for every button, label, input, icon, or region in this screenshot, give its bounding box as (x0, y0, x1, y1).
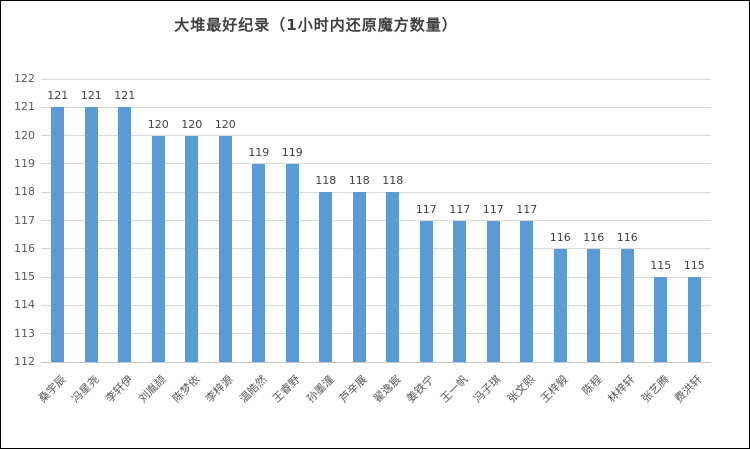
bar-value-label: 116 (583, 230, 605, 244)
bar (185, 135, 199, 362)
x-axis-category-label: 陈梦依 (169, 372, 203, 406)
bar (84, 107, 98, 362)
y-axis-tick-label: 116 (14, 241, 35, 255)
x-axis-category-label: 孙墨潼 (303, 372, 337, 406)
bar-value-label: 117 (482, 202, 504, 216)
bar-value-label: 116 (616, 230, 638, 244)
bar (520, 220, 534, 362)
bar (553, 248, 567, 362)
bar (386, 192, 400, 362)
x-axis-category-label: 冯星尧 (69, 372, 102, 406)
bar-value-label: 117 (449, 202, 471, 216)
x-axis-category-label: 陈程 (579, 372, 605, 398)
bar (453, 220, 467, 362)
bar (252, 163, 266, 362)
bar-value-label: 121 (80, 89, 102, 103)
y-axis-tick-label: 119 (14, 156, 35, 170)
x-axis-category-label: 翟逸宸 (370, 372, 404, 406)
bar (419, 220, 433, 362)
y-axis-tick-label: 114 (14, 298, 35, 312)
y-axis-tick-label: 118 (14, 185, 35, 199)
x-axis-category-label: 冯子琪 (471, 372, 504, 406)
bar-value-label: 116 (549, 230, 571, 244)
gridline (41, 248, 711, 250)
bar-value-label: 118 (348, 174, 370, 188)
x-axis-category-label: 张艺腾 (638, 372, 672, 406)
bar (486, 220, 500, 362)
x-axis-line (41, 361, 711, 363)
x-axis-category-label: 王一帆 (437, 372, 471, 406)
bar (285, 163, 299, 362)
bar (687, 277, 701, 362)
x-axis-category-label: 李轩伊 (102, 372, 136, 406)
bar-value-label: 121 (114, 89, 136, 103)
bar-value-label: 117 (516, 202, 538, 216)
gridline (41, 135, 711, 137)
x-axis-category-label: 张文熙 (504, 372, 538, 406)
x-axis-category-label: 桑宇辰 (35, 372, 69, 406)
x-axis-category-label: 王梓毅 (538, 372, 571, 406)
bar (654, 277, 668, 362)
y-axis-tick-label: 117 (14, 213, 35, 227)
bar-value-label: 118 (315, 174, 337, 188)
bar (51, 107, 65, 362)
y-axis-tick-label: 112 (14, 355, 35, 368)
bar (620, 248, 634, 362)
bar-value-label: 120 (214, 117, 236, 131)
y-axis-tick-label: 122 (14, 72, 35, 85)
gridline (41, 163, 711, 165)
y-axis-tick-label: 121 (14, 100, 35, 114)
gridline (41, 276, 711, 278)
x-axis-category-label: 李梓源 (203, 372, 236, 406)
y-axis-tick-label: 120 (14, 128, 35, 142)
gridline (41, 304, 711, 306)
bar-value-label: 119 (281, 145, 303, 159)
bar-value-label: 115 (650, 259, 672, 273)
bar (151, 135, 165, 362)
gridline (41, 78, 711, 80)
bar-value-label: 118 (382, 174, 404, 188)
bar (587, 248, 601, 362)
y-axis-tick-label: 115 (14, 270, 35, 284)
gridline (41, 333, 711, 335)
bar-value-label: 117 (415, 202, 437, 216)
x-axis-category-label: 温皓然 (236, 372, 270, 406)
bar (319, 192, 333, 362)
bar-value-label: 120 (147, 117, 169, 131)
x-axis-category-label: 林梓轩 (605, 372, 638, 406)
x-axis-category-label: 芦辛展 (337, 372, 370, 406)
gridline (41, 106, 711, 108)
bar-value-label: 115 (683, 259, 705, 273)
bar-value-label: 119 (248, 145, 270, 159)
bar-value-label: 121 (47, 89, 69, 103)
bar-value-label: 120 (181, 117, 203, 131)
x-axis-category-label: 王睿野 (270, 372, 303, 406)
bar (352, 192, 366, 362)
x-axis-category-label: 费洪轩 (672, 372, 705, 406)
x-axis-category-label: 刘胤颉 (136, 372, 169, 406)
chart-title: 大堆最好纪录（1小时内还原魔方数量） (174, 16, 458, 34)
x-axis-category-label: 姜铁宁 (404, 372, 437, 406)
bar (118, 107, 132, 362)
gridline (41, 220, 711, 221)
bar (218, 135, 232, 362)
y-axis-tick-label: 113 (14, 326, 35, 340)
gridline (41, 191, 711, 193)
